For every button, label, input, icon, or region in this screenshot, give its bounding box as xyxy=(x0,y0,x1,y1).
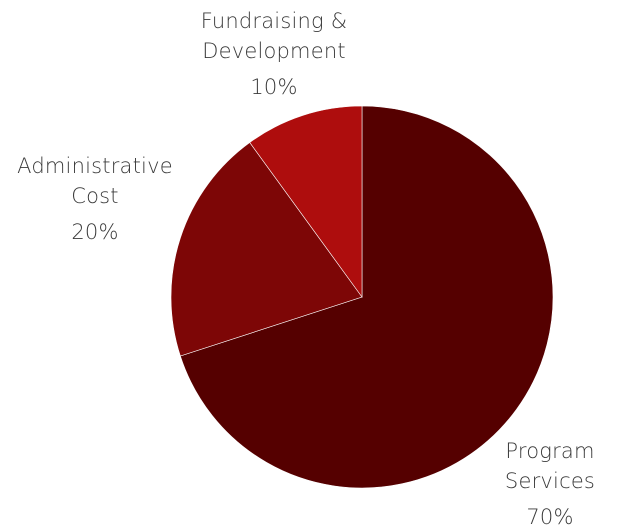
label-administrative-cost-percent: 20% xyxy=(71,220,119,244)
slice-fundraising-development xyxy=(249,105,363,298)
slice-program-services xyxy=(179,105,554,489)
label-administrative-cost-line-1: Administrative xyxy=(17,154,173,178)
label-fundraising-development: Fundraising & Development 10% xyxy=(184,6,364,102)
label-program-services-line-1: Program xyxy=(505,439,595,463)
label-fundraising-development-line-2: Development xyxy=(202,39,346,63)
label-administrative-cost-line-2: Cost xyxy=(71,184,119,208)
label-fundraising-development-percent: 10% xyxy=(250,75,298,99)
label-program-services-percent: 70% xyxy=(526,505,574,525)
label-fundraising-development-line-1: Fundraising & xyxy=(200,9,348,33)
label-program-services: Program Services 70% xyxy=(480,436,620,525)
label-program-services-line-2: Services xyxy=(504,469,596,493)
slice-administrative-cost xyxy=(170,142,363,357)
label-administrative-cost: Administrative Cost 20% xyxy=(6,151,184,247)
